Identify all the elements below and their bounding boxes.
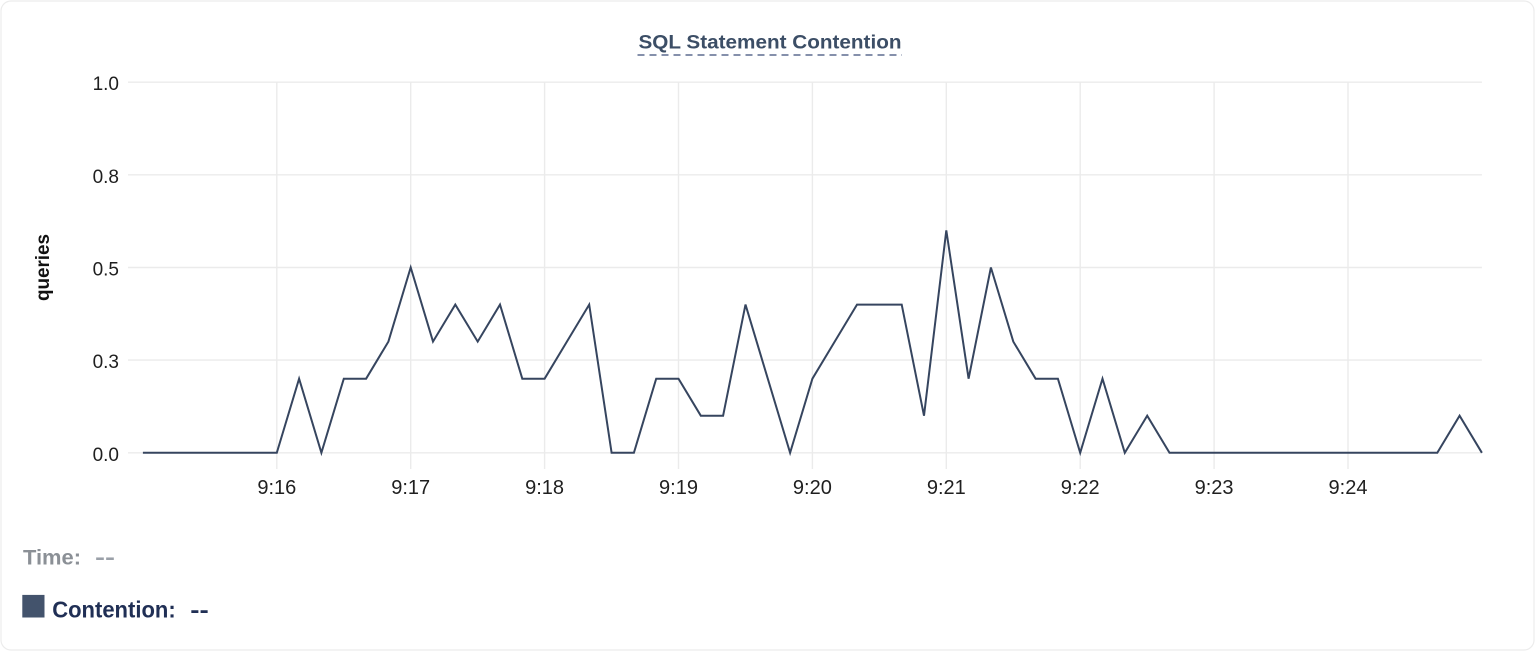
svg-text:--: -- — [190, 597, 209, 623]
svg-text:Time:: Time: — [23, 547, 81, 570]
svg-text:9:22: 9:22 — [1061, 477, 1100, 499]
svg-text:--: -- — [95, 547, 115, 570]
svg-text:9:23: 9:23 — [1195, 477, 1234, 499]
svg-text:0.3: 0.3 — [93, 352, 119, 373]
svg-text:9:17: 9:17 — [391, 477, 430, 499]
svg-text:Contention:: Contention: — [52, 597, 176, 623]
svg-text:9:21: 9:21 — [927, 477, 966, 499]
svg-text:1.0: 1.0 — [93, 74, 119, 95]
svg-text:9:20: 9:20 — [793, 477, 832, 499]
svg-text:queries: queries — [33, 234, 54, 301]
svg-text:0.5: 0.5 — [93, 260, 119, 281]
svg-text:9:19: 9:19 — [659, 477, 698, 499]
svg-text:9:24: 9:24 — [1329, 477, 1368, 499]
svg-text:9:16: 9:16 — [257, 477, 296, 499]
svg-text:SQL Statement Contention: SQL Statement Contention — [639, 32, 902, 54]
svg-text:9:18: 9:18 — [525, 477, 564, 499]
svg-text:0.8: 0.8 — [93, 167, 119, 188]
svg-text:0.0: 0.0 — [93, 445, 119, 466]
